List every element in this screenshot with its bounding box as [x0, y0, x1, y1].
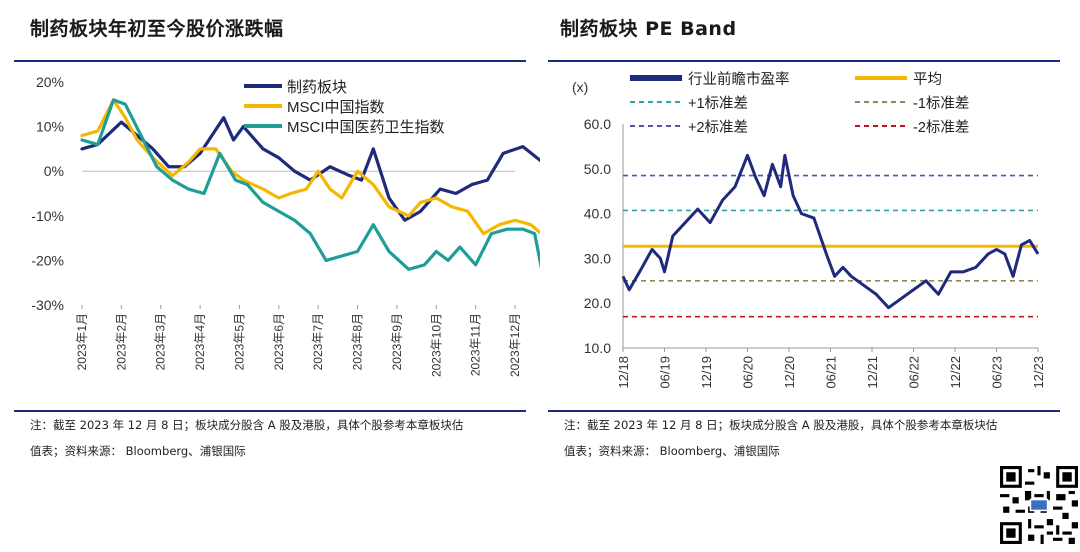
x-tick-label: 2023年11月: [469, 313, 483, 376]
left-line-chart: 20% 10% 0% -10% -20% -30% 2023年1月 2023年2月 2023年3…: [31, 74, 540, 377]
x-tick-label: 2023年2月: [114, 313, 128, 370]
x-tick-label: 12/20: [782, 356, 797, 389]
left-note-line1: 注：截至 2023 年 12 月 8 日；板块成分股含 A 股及港股，具体个股参…: [30, 418, 464, 432]
series-line-2: [80, 98, 540, 236]
legend-label: 平均: [913, 71, 942, 88]
x-tick-label: 12/23: [1031, 356, 1046, 389]
right-chart-title: 制药板块 PE Band: [560, 18, 737, 40]
legend-label: +1标准差: [688, 95, 748, 112]
y-tick-label: 20.0: [584, 295, 611, 311]
series-line-3: [80, 98, 540, 271]
right-note-line2: 值表；资料来源： Bloomberg、浦银国际: [564, 444, 780, 458]
right-pe-band-chart: (x) 60.0 50.0 40.0 30.0 20.0 10.0 12/18 06/19 12/…: [572, 71, 1046, 389]
qr-code-icon: [1000, 466, 1078, 544]
y-tick-label: 60.0: [584, 116, 611, 132]
y-tick-label: 10%: [36, 119, 64, 135]
right-top-rule: [548, 60, 1060, 62]
x-tick-label: 06/21: [824, 356, 839, 389]
legend-label: MSCI中国指数: [287, 99, 385, 116]
left-bottom-rule: [14, 410, 526, 412]
x-tick-label: 06/20: [741, 356, 756, 389]
x-tick-label: 2023年12月: [508, 313, 522, 377]
right-chart-note: 注：截至 2023 年 12 月 8 日；板块成分股含 A 股及港股，具体个股参…: [564, 412, 1034, 464]
legend-label: +2标准差: [688, 119, 748, 136]
left-note-line2: 值表；资料来源： Bloomberg、浦银国际: [30, 444, 246, 458]
x-tick-label: 2023年1月: [75, 313, 89, 370]
y-tick-label: 20%: [36, 74, 64, 90]
x-tick-label: 2023年10月: [429, 313, 443, 377]
left-top-rule: [14, 60, 526, 62]
x-tick-label: 06/22: [907, 356, 922, 389]
legend-label: -1标准差: [913, 95, 969, 112]
x-tick-label: 2023年3月: [154, 313, 168, 370]
x-tick-label: 06/19: [658, 356, 673, 389]
x-tick-label: 06/23: [990, 356, 1005, 389]
y-tick-label: 40.0: [584, 206, 611, 222]
left-chart-note: 注：截至 2023 年 12 月 8 日；板块成分股含 A 股及港股，具体个股参…: [30, 412, 500, 464]
x-tick-label: 2023年4月: [193, 313, 207, 370]
legend-label: -2标准差: [913, 119, 969, 136]
x-tick-label: 2023年7月: [311, 313, 325, 370]
x-tick-label: 12/19: [699, 356, 714, 389]
series-line-1: [80, 116, 540, 222]
y-tick-label: -30%: [31, 297, 64, 313]
legend-label: MSCI中国医药卫生指数: [287, 119, 445, 136]
y-tick-label: 50.0: [584, 161, 611, 177]
legend-label: 行业前瞻市盈率: [688, 71, 790, 88]
y-tick-label: 30.0: [584, 250, 611, 266]
x-tick-label: 12/22: [948, 356, 963, 389]
y-axis-label: (x): [572, 79, 588, 95]
left-chart-title: 制药板块年初至今股价涨跌幅: [30, 18, 284, 40]
x-tick-label: 2023年9月: [390, 313, 404, 370]
x-tick-label: 2023年8月: [351, 313, 365, 370]
x-tick-label: 12/18: [616, 356, 631, 389]
y-tick-label: 10.0: [584, 340, 611, 356]
y-tick-label: 0%: [44, 163, 64, 179]
x-tick-label: 2023年6月: [272, 313, 286, 370]
pe-series-line: [621, 153, 1040, 310]
x-tick-label: 12/21: [865, 356, 880, 389]
legend-label: 制药板块: [287, 78, 347, 96]
right-bottom-rule: [548, 410, 1060, 412]
right-note-line1: 注：截至 2023 年 12 月 8 日；板块成分股含 A 股及港股，具体个股参…: [564, 418, 998, 432]
y-tick-label: -20%: [31, 252, 64, 268]
x-tick-label: 2023年5月: [232, 313, 246, 370]
y-tick-label: -10%: [31, 208, 64, 224]
